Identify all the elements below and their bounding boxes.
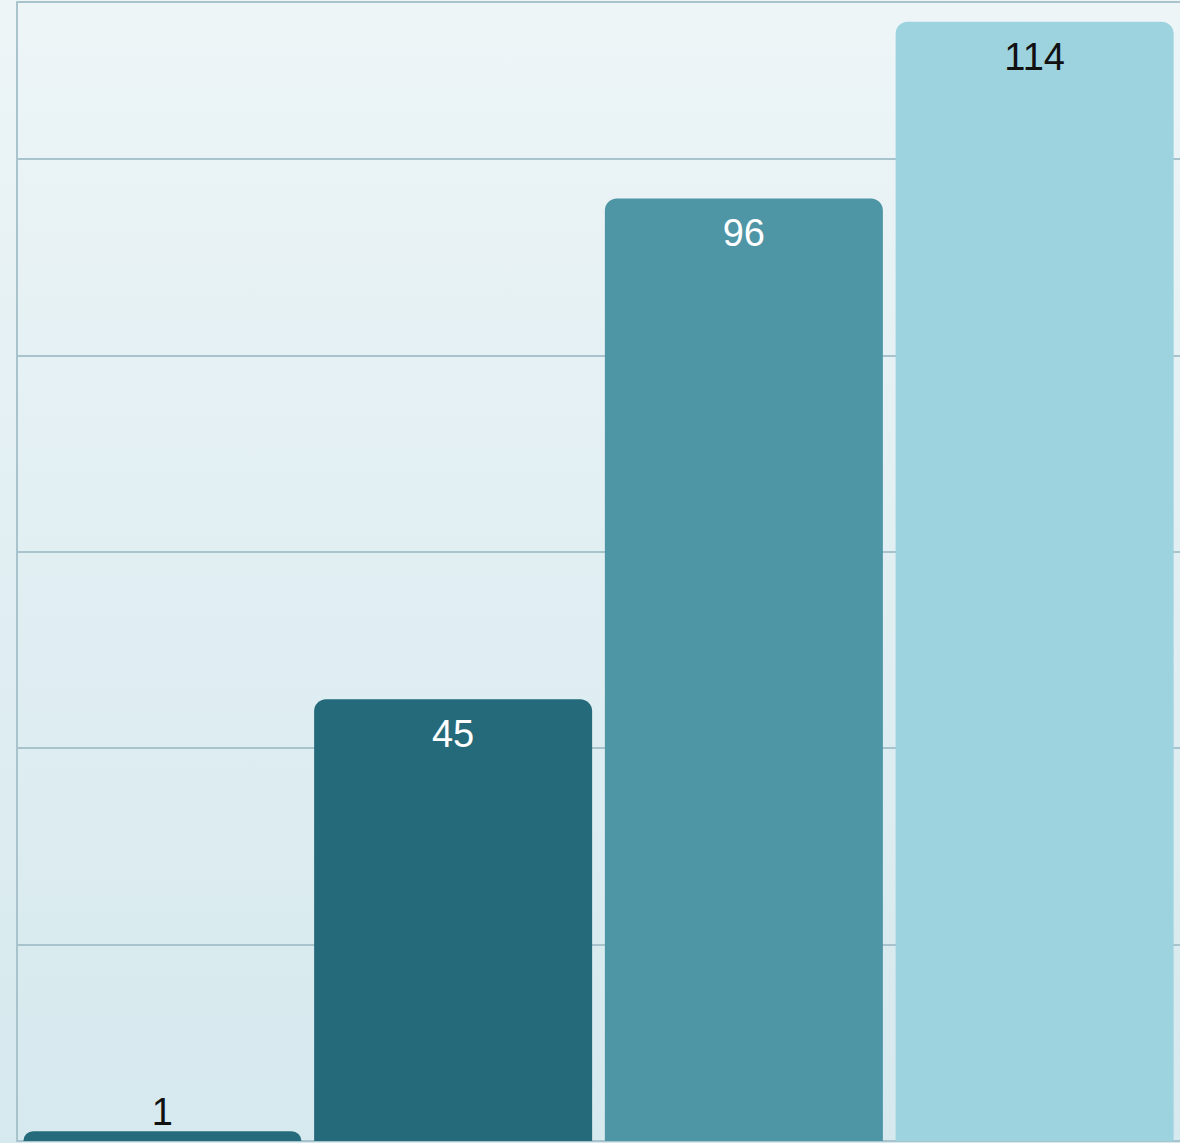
svg-text:1: 1 (152, 1091, 173, 1133)
svg-text:114: 114 (1004, 36, 1065, 78)
svg-text:45: 45 (432, 713, 474, 755)
svg-text:96: 96 (723, 212, 765, 254)
